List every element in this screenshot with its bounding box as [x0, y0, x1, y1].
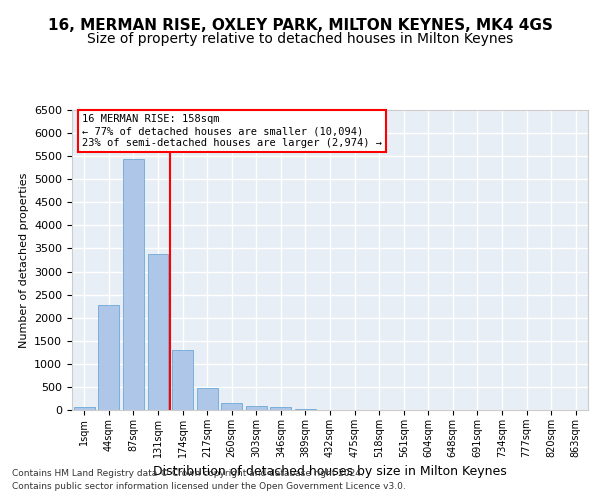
Bar: [246, 406, 267, 410]
Bar: [74, 407, 95, 410]
Text: Contains HM Land Registry data © Crown copyright and database right 2024.: Contains HM Land Registry data © Crown c…: [12, 468, 364, 477]
Bar: [172, 350, 193, 410]
Bar: [148, 254, 169, 410]
Bar: [98, 305, 119, 410]
Text: 16, MERMAN RISE, OXLEY PARK, MILTON KEYNES, MK4 4GS: 16, MERMAN RISE, OXLEY PARK, MILTON KEYN…: [47, 18, 553, 32]
Bar: [123, 159, 144, 410]
Bar: [197, 388, 218, 410]
Text: Contains public sector information licensed under the Open Government Licence v3: Contains public sector information licen…: [12, 482, 406, 491]
Text: Size of property relative to detached houses in Milton Keynes: Size of property relative to detached ho…: [87, 32, 513, 46]
X-axis label: Distribution of detached houses by size in Milton Keynes: Distribution of detached houses by size …: [153, 466, 507, 478]
Text: 16 MERMAN RISE: 158sqm
← 77% of detached houses are smaller (10,094)
23% of semi: 16 MERMAN RISE: 158sqm ← 77% of detached…: [82, 114, 382, 148]
Bar: [295, 408, 316, 410]
Y-axis label: Number of detached properties: Number of detached properties: [19, 172, 29, 348]
Bar: [221, 402, 242, 410]
Bar: [271, 408, 292, 410]
